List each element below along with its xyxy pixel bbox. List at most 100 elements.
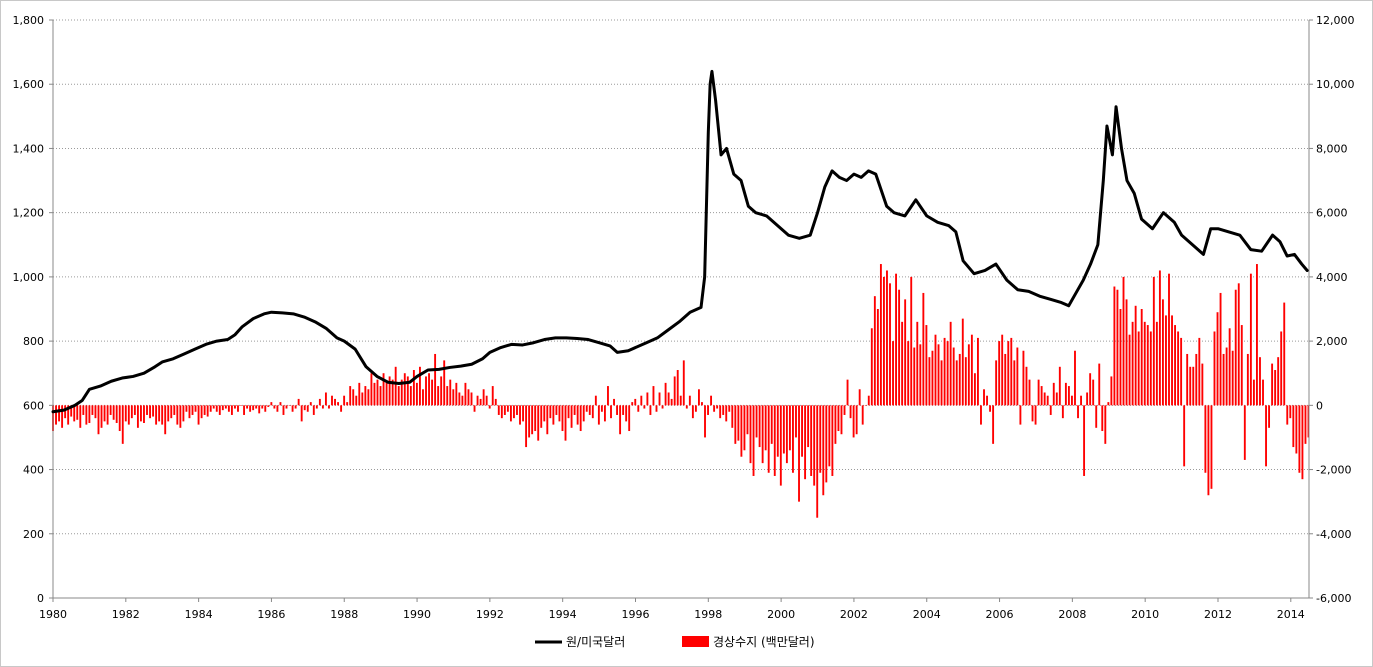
current-account-bar — [446, 386, 449, 406]
current-account-bar — [901, 321, 904, 406]
current-account-bar — [334, 398, 336, 406]
x-tick-label: 1986 — [257, 608, 285, 621]
current-account-bar — [449, 379, 452, 406]
current-account-bar — [170, 405, 173, 419]
current-account-bar — [707, 405, 709, 415]
current-account-bar — [103, 405, 106, 422]
left-tick-label: 1,600 — [13, 78, 45, 91]
current-account-bar — [792, 405, 794, 473]
current-account-bar — [1001, 334, 1004, 406]
current-account-bar — [1028, 379, 1031, 406]
current-account-bar — [646, 392, 649, 406]
current-account-bar — [1161, 299, 1164, 406]
current-account-bar — [916, 321, 919, 406]
current-account-bar — [152, 405, 155, 417]
current-account-bar — [288, 405, 291, 406]
current-account-bar — [922, 292, 925, 406]
current-account-bar — [506, 405, 509, 412]
current-account-bar — [1058, 366, 1061, 406]
current-account-bar — [121, 405, 124, 444]
current-account-bar — [70, 405, 73, 417]
left-tick-label: 800 — [23, 335, 44, 348]
current-account-bar — [194, 405, 197, 412]
exchange-rate-line — [51, 69, 1309, 414]
current-account-bar — [895, 273, 897, 406]
current-account-bar — [291, 405, 294, 412]
current-account-bar — [306, 405, 309, 412]
current-account-bar — [934, 334, 937, 406]
current-account-bar — [782, 405, 785, 454]
current-account-bar — [106, 405, 109, 425]
current-account-bar — [1092, 379, 1095, 406]
current-account-bar — [688, 395, 691, 406]
current-account-bar — [373, 382, 376, 406]
current-account-bar — [1122, 276, 1125, 406]
current-account-bar — [1080, 395, 1082, 406]
current-account-bar — [118, 405, 121, 432]
current-account-bar — [710, 395, 713, 406]
current-account-bar — [249, 405, 252, 412]
current-account-bar — [1216, 312, 1219, 406]
left-tick-label: 400 — [23, 464, 44, 477]
current-account-bar — [230, 405, 233, 415]
x-tick-label: 2012 — [1204, 608, 1232, 621]
current-account-bar — [704, 405, 706, 438]
current-account-bar — [992, 405, 995, 444]
current-account-bar — [1049, 405, 1052, 415]
current-account-bar — [834, 405, 837, 444]
current-account-bar — [385, 382, 388, 406]
current-account-bar — [898, 289, 901, 406]
current-account-bar — [600, 405, 603, 412]
current-account-bar — [1158, 270, 1161, 406]
legend: 원/미국달러 경상수지 (백만달러) — [535, 635, 815, 649]
current-account-bar — [100, 405, 103, 428]
current-account-bar — [552, 405, 555, 425]
current-account-bar — [1064, 382, 1067, 406]
current-account-bar — [870, 328, 873, 406]
current-account-bar — [1265, 405, 1267, 467]
current-account-bar — [1213, 331, 1216, 406]
legend-label-exchange-rate: 원/미국달러 — [566, 635, 625, 649]
x-tick-label: 1994 — [549, 608, 577, 621]
current-account-bar — [725, 405, 728, 422]
right-tick-label: -4,000 — [1316, 528, 1351, 541]
current-account-bar — [164, 405, 167, 435]
current-account-bar — [801, 405, 803, 457]
current-account-bar — [85, 405, 88, 425]
current-account-bar — [1186, 353, 1189, 406]
current-account-bar — [1052, 382, 1055, 406]
current-account-bar — [998, 341, 1001, 406]
current-account-bar — [582, 405, 585, 422]
x-tick-label: 1998 — [694, 608, 722, 621]
current-account-bar — [825, 405, 828, 483]
current-account-bar — [109, 405, 112, 415]
current-account-bar — [1222, 353, 1225, 406]
current-account-bar — [980, 405, 982, 425]
current-account-bar — [1043, 392, 1046, 406]
current-account-bar — [634, 398, 637, 406]
current-account-bar — [73, 405, 76, 422]
current-account-bar — [540, 405, 543, 428]
current-account-bar — [858, 389, 861, 406]
current-account-bar — [279, 402, 282, 406]
current-account-bar — [437, 386, 440, 406]
current-account-bar — [349, 386, 352, 406]
current-account-bar — [455, 382, 458, 406]
current-account-bar — [513, 405, 515, 419]
current-account-bar — [537, 405, 540, 441]
current-account-bar — [964, 357, 967, 406]
current-account-bar — [628, 405, 631, 432]
current-account-bar — [664, 382, 667, 406]
current-account-bar — [522, 405, 524, 422]
current-account-bar — [482, 389, 485, 406]
current-account-bar — [282, 405, 285, 415]
current-account-bar — [400, 379, 403, 406]
current-account-bar — [406, 376, 409, 406]
current-account-bar — [1231, 350, 1234, 406]
current-account-bar — [91, 405, 94, 415]
current-account-bar — [591, 405, 594, 419]
current-account-bar — [285, 405, 288, 409]
current-account-bar — [267, 405, 270, 407]
current-account-bar — [852, 405, 855, 438]
current-account-bar — [840, 405, 843, 435]
